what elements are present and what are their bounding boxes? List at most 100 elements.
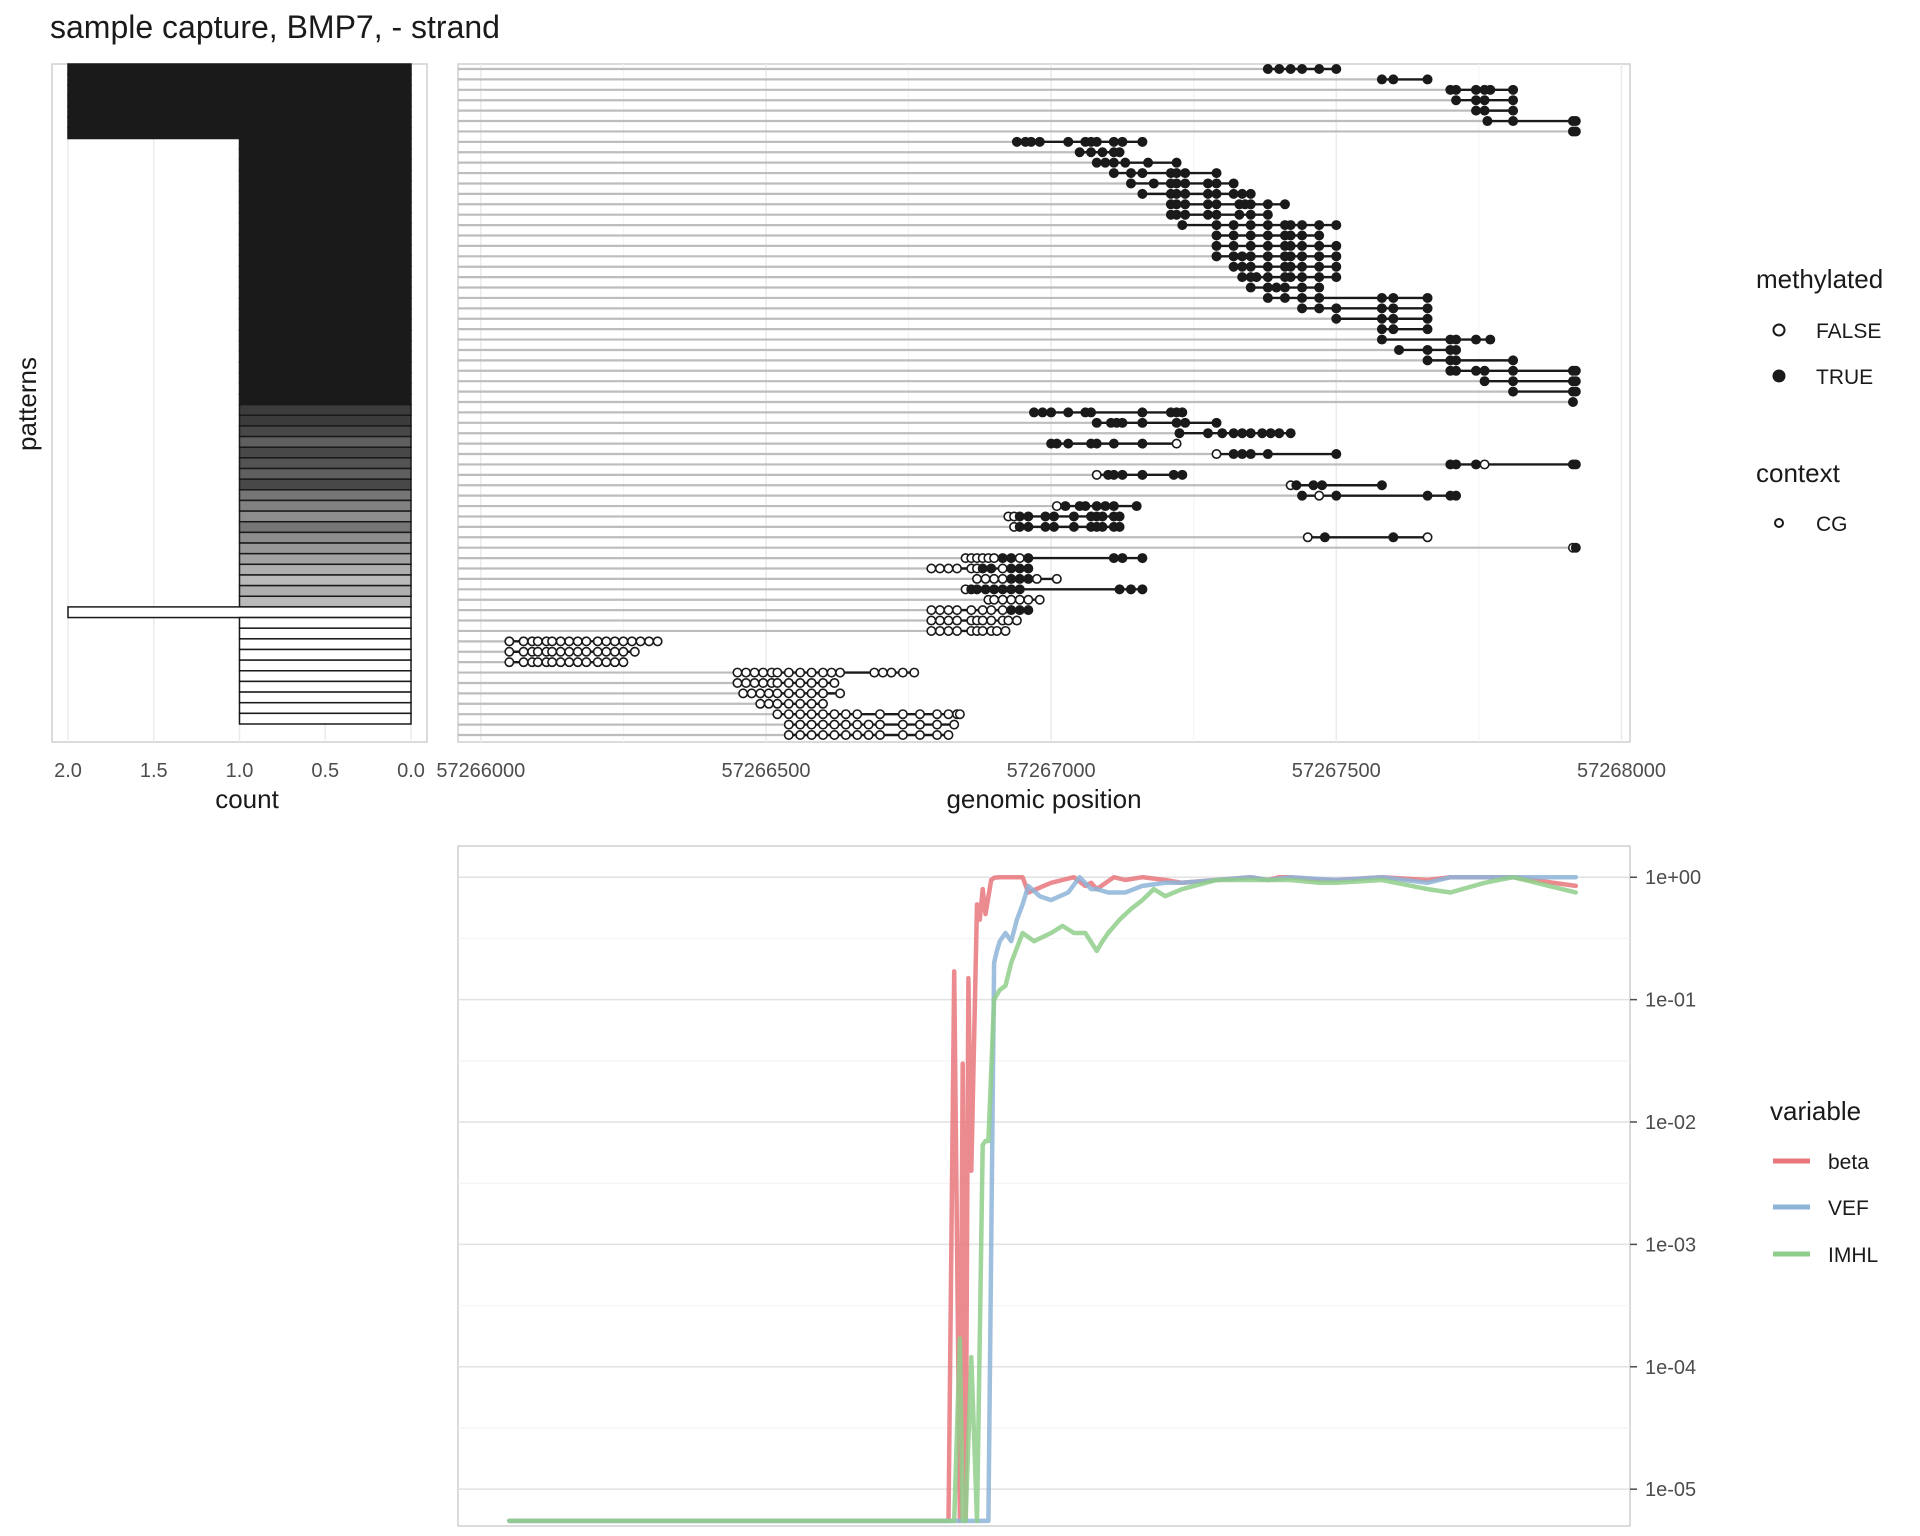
cpg-methylated-dot: [1143, 157, 1154, 168]
cpg-methylated-dot: [1285, 220, 1296, 231]
cpg-unmethylated-dot: [926, 625, 937, 636]
cpg-unmethylated-dot: [818, 719, 829, 730]
cpg-unmethylated-dot: [840, 729, 851, 740]
cpg-methylated-dot: [1570, 542, 1581, 553]
cpg-unmethylated-dot: [952, 563, 963, 574]
pattern-bar: [67, 105, 412, 118]
cpg-unmethylated-dot: [826, 667, 837, 678]
cpg-methylated-dot: [1422, 313, 1433, 324]
pattern-bar: [238, 659, 412, 672]
cpg-unmethylated-dot: [626, 636, 637, 647]
pattern-bar: [238, 467, 412, 480]
cpg-methylated-dot: [1171, 199, 1182, 210]
pattern-bar: [67, 116, 412, 129]
cpg-methylated-dot: [1014, 573, 1025, 584]
cpg-methylated-dot: [1297, 251, 1308, 262]
cpg-methylated-dot: [1117, 136, 1128, 147]
cpg-methylated-dot: [1108, 553, 1119, 564]
cpg-methylated-dot: [1137, 469, 1148, 480]
cpg-methylated-dot: [1422, 303, 1433, 314]
cpg-methylated-dot: [1471, 95, 1482, 106]
pattern-bar: [238, 414, 412, 427]
cpg-unmethylated-dot: [1003, 615, 1014, 626]
cpg-methylated-dot: [1120, 157, 1131, 168]
cpg-unmethylated-dot: [997, 573, 1008, 584]
cpg-methylated-dot: [1234, 209, 1245, 220]
cpg-unmethylated-dot: [926, 615, 937, 626]
patterns-bar-panel: 2.0 1.5 1.0 0.5 0.0 count patterns: [12, 63, 428, 814]
pattern-bar: [238, 254, 412, 268]
cpg-methylated-dot: [1211, 240, 1222, 251]
cpg-methylated-dot: [1251, 272, 1262, 283]
pattern-bar: [67, 127, 412, 140]
cpg-methylated-dot: [1137, 584, 1148, 595]
cpg-methylated-dot: [1508, 355, 1519, 366]
cpg-unmethylated-dot: [949, 719, 960, 730]
cpg-methylated-dot: [1228, 428, 1239, 439]
cpg-methylated-dot: [1274, 64, 1285, 75]
count-tick-label: 1.5: [140, 760, 168, 782]
cpg-methylated-dot: [997, 584, 1008, 595]
cpg-methylated-dot: [1091, 501, 1102, 512]
cpg-unmethylated-dot: [795, 688, 806, 699]
log-tick-label: 1e+00: [1645, 867, 1701, 889]
pattern-bar: [238, 435, 412, 448]
cpg-unmethylated-dot: [914, 729, 925, 740]
cpg-methylated-dot: [1202, 428, 1213, 439]
cpg-unmethylated-dot: [818, 709, 829, 720]
cpg-unmethylated-dot: [852, 709, 863, 720]
cpg-methylated-dot: [1388, 292, 1399, 303]
cpg-unmethylated-dot: [806, 677, 817, 688]
patterns-axis-label: patterns: [12, 357, 42, 451]
cpg-methylated-dot: [1014, 605, 1025, 616]
cpg-methylated-dot: [1331, 64, 1342, 75]
cpg-unmethylated-dot: [986, 615, 997, 626]
cpg-methylated-dot: [1508, 386, 1519, 397]
cpg-methylated-dot: [1262, 199, 1273, 210]
cpg-unmethylated-dot: [618, 646, 629, 657]
cpg-unmethylated-dot: [897, 667, 908, 678]
figure-title: sample capture, BMP7, - strand: [50, 9, 500, 45]
cpg-unmethylated-dot: [572, 636, 583, 647]
cpg-unmethylated-dot: [572, 657, 583, 668]
cpg-unmethylated-dot: [806, 688, 817, 699]
cpg-unmethylated-dot: [504, 646, 515, 657]
cpg-unmethylated-dot: [818, 698, 829, 709]
cpg-unmethylated-dot: [989, 553, 1000, 564]
cpg-methylated-dot: [1046, 407, 1057, 418]
cpg-unmethylated-dot: [547, 646, 558, 657]
cpg-unmethylated-dot: [1302, 532, 1313, 543]
cpg-unmethylated-dot: [532, 636, 543, 647]
cpg-unmethylated-dot: [1014, 553, 1025, 564]
log-tick-label: 1e-02: [1645, 1112, 1696, 1134]
cpg-methylated-dot: [1237, 261, 1248, 272]
position-tick-label: 57268000: [1577, 760, 1666, 782]
cpg-unmethylated-dot: [564, 657, 575, 668]
cpg-methylated-dot: [1308, 480, 1319, 491]
cpg-methylated-dot: [1125, 584, 1136, 595]
pattern-bar: [238, 489, 412, 502]
cpg-methylated-dot: [1570, 116, 1581, 127]
cpg-methylated-dot: [1023, 521, 1034, 532]
cpg-methylated-dot: [1014, 511, 1025, 522]
cpg-methylated-dot: [1297, 230, 1308, 241]
cpg-methylated-dot: [1245, 282, 1256, 293]
cpg-unmethylated-dot: [829, 709, 840, 720]
cpg-unmethylated-dot: [986, 605, 997, 616]
variable-legend-title: variable: [1770, 1096, 1861, 1126]
cpg-methylated-dot: [1177, 220, 1188, 231]
imhl-series-line: [507, 874, 1579, 1524]
cpg-unmethylated-dot: [1006, 594, 1017, 605]
cpg-methylated-dot: [1388, 303, 1399, 314]
cpg-methylated-dot: [1451, 355, 1462, 366]
cpg-unmethylated-dot: [829, 719, 840, 730]
cpg-methylated-dot: [1211, 188, 1222, 199]
cpg-methylated-dot: [1091, 438, 1102, 449]
cpg-methylated-dot: [1180, 417, 1191, 428]
cpg-methylated-dot: [1331, 240, 1342, 251]
cpg-unmethylated-dot: [991, 625, 1002, 636]
pattern-bar: [238, 510, 412, 523]
cpg-unmethylated-dot: [875, 729, 886, 740]
cpg-methylated-dot: [1479, 105, 1490, 116]
cpg-methylated-dot: [1394, 344, 1405, 355]
